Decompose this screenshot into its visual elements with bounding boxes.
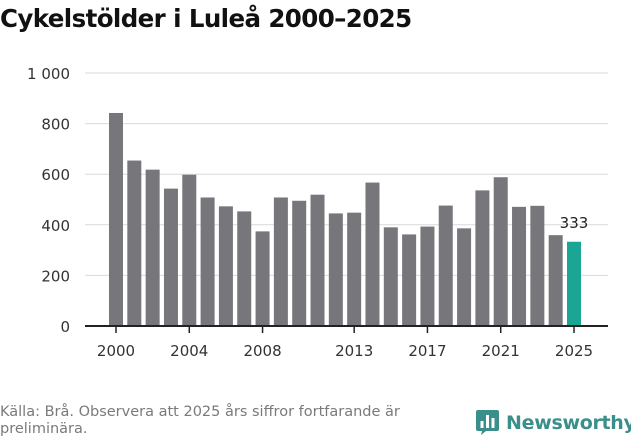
- bar-2006: [218, 206, 233, 326]
- bar-2012: [328, 213, 343, 326]
- bar-2014: [365, 182, 380, 326]
- bar-2017: [420, 226, 435, 326]
- bar-2013: [347, 212, 362, 326]
- x-tick-label: 2017: [408, 342, 446, 360]
- bar-2023: [530, 205, 545, 326]
- bar-2001: [127, 160, 142, 326]
- bar-2003: [163, 188, 178, 326]
- bar-2025: [567, 241, 581, 326]
- x-tick-label: 2000: [97, 342, 135, 360]
- bar-2019: [457, 228, 472, 326]
- bar-2011: [310, 194, 325, 326]
- x-tick-label: 2004: [170, 342, 208, 360]
- data-label-2025: 333: [560, 214, 589, 232]
- x-tick-label: 2008: [243, 342, 281, 360]
- chart-title: Cykelstölder i Luleå 2000–2025: [0, 4, 412, 33]
- y-tick-label: 1 000: [27, 65, 70, 83]
- y-tick-label: 0: [60, 318, 70, 336]
- bar-2004: [182, 174, 197, 326]
- bar-2002: [145, 169, 160, 326]
- bar-chart-logo-icon: [476, 410, 499, 435]
- bar-2010: [292, 200, 307, 326]
- gridlines: [85, 72, 608, 276]
- x-tick-label: 2013: [335, 342, 373, 360]
- bars: [109, 112, 581, 326]
- data-labels: 333: [560, 214, 589, 232]
- y-tick-label: 400: [41, 217, 70, 235]
- y-tick-label: 800: [41, 116, 70, 134]
- bar-2018: [438, 205, 453, 326]
- bar-2024: [548, 235, 563, 326]
- bar-2009: [273, 197, 288, 326]
- bar-2016: [402, 234, 417, 326]
- brand-name: Newsworthy: [506, 411, 631, 434]
- x-tick-label: 2021: [482, 342, 520, 360]
- bar-2000: [109, 112, 123, 326]
- bar-2015: [383, 227, 398, 326]
- bar-2022: [512, 206, 527, 326]
- source-note: Källa: Brå. Observera att 2025 års siffr…: [0, 404, 400, 437]
- y-tick-label: 600: [41, 166, 70, 184]
- bar-2008: [255, 231, 270, 326]
- x-axis-tick-labels: 2000 2004 2008 2013 2017 2021 2025: [97, 326, 593, 360]
- y-axis-tick-labels: 0 200 400 600 800 1 000: [27, 65, 70, 336]
- bar-2021: [493, 177, 508, 326]
- y-tick-label: 200: [41, 267, 70, 285]
- brand-logo[interactable]: Newsworthy: [475, 409, 631, 436]
- x-tick-label: 2025: [555, 342, 593, 360]
- bar-2007: [237, 211, 252, 326]
- bar-2005: [200, 197, 215, 326]
- bar-2020: [475, 190, 490, 326]
